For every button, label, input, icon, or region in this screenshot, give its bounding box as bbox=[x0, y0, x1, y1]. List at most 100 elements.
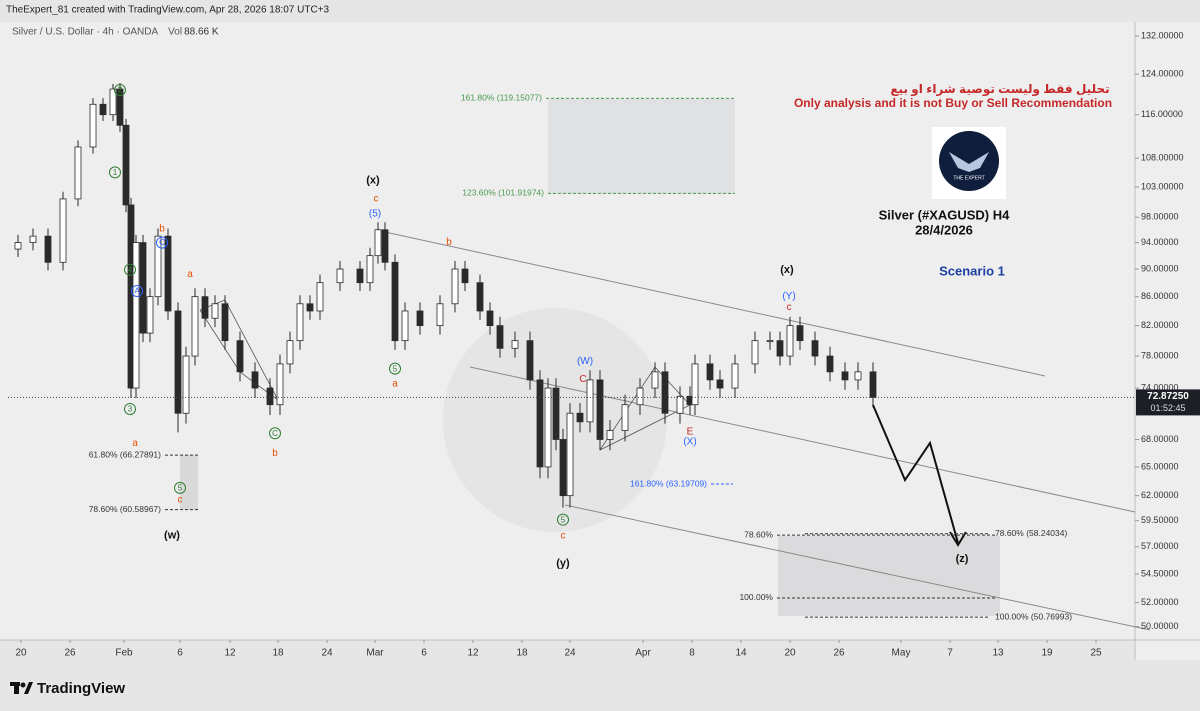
y-tick-label: 103.00000 bbox=[1141, 181, 1184, 191]
wave-label: b bbox=[272, 448, 278, 459]
x-tick-label: 8 bbox=[689, 648, 695, 659]
x-tick-label: 12 bbox=[467, 648, 479, 659]
projection-path bbox=[872, 404, 959, 544]
candle-body bbox=[296, 303, 304, 342]
x-tick-label: 18 bbox=[516, 648, 528, 659]
y-tick-label: 59.50000 bbox=[1141, 515, 1179, 525]
candle-body bbox=[182, 355, 190, 414]
candle-body bbox=[786, 325, 794, 357]
x-tick-label: 20 bbox=[784, 648, 796, 659]
candle-body bbox=[44, 235, 52, 263]
candle-body bbox=[401, 310, 409, 342]
x-tick-label: 12 bbox=[224, 648, 236, 659]
candle-body bbox=[174, 310, 182, 414]
candle-body bbox=[841, 371, 849, 381]
y-tick-label: 90.00000 bbox=[1141, 263, 1179, 273]
candle-body bbox=[139, 242, 147, 334]
candle-body bbox=[286, 340, 294, 365]
logo-eagle bbox=[949, 152, 989, 172]
brand-icon bbox=[20, 682, 26, 688]
candle-body bbox=[276, 363, 284, 406]
x-tick-label: Apr bbox=[635, 648, 651, 659]
target-zone bbox=[180, 455, 198, 510]
candle-body bbox=[154, 235, 162, 298]
channel-line bbox=[469, 366, 1136, 513]
y-tick-label: 54.50000 bbox=[1141, 568, 1179, 578]
candle-body bbox=[559, 439, 567, 497]
candle-body bbox=[776, 340, 784, 357]
wave-label: c bbox=[561, 530, 566, 541]
y-tick-label: 132.00000 bbox=[1141, 30, 1184, 40]
y-tick-label: 65.00000 bbox=[1141, 461, 1179, 471]
volume-value: 88.66 K bbox=[184, 27, 219, 38]
candle-body bbox=[366, 255, 374, 284]
logo-emblem bbox=[939, 131, 999, 191]
wave-label: a bbox=[187, 269, 193, 280]
candle-body bbox=[316, 282, 324, 312]
candle-body bbox=[99, 103, 107, 116]
volume-label: Vol bbox=[168, 27, 182, 38]
y-tick-label: 82.00000 bbox=[1141, 320, 1179, 330]
countdown: 01:52:45 bbox=[1150, 403, 1185, 413]
candle-body bbox=[576, 412, 584, 423]
candle-body bbox=[476, 282, 484, 312]
channel-line bbox=[384, 231, 1046, 377]
y-tick-label: 57.00000 bbox=[1141, 541, 1179, 551]
wave-circle bbox=[114, 84, 126, 97]
candle-body bbox=[461, 268, 469, 284]
candle-body bbox=[29, 235, 37, 243]
candle-body bbox=[751, 340, 759, 365]
candle-body bbox=[59, 198, 67, 263]
candle-body bbox=[436, 303, 444, 327]
fib-label: 61.80% (66.27891) bbox=[89, 449, 161, 459]
candle-body bbox=[132, 242, 140, 389]
x-tick-label: 20 bbox=[15, 648, 27, 659]
fib-label: 78.60% (60.58967) bbox=[89, 504, 161, 514]
candle-body bbox=[716, 379, 724, 389]
candle-body bbox=[236, 340, 244, 373]
wave-circle bbox=[131, 285, 143, 298]
subtitle: 28/4/2026 bbox=[915, 222, 973, 237]
target-zone bbox=[548, 99, 735, 194]
candle-body bbox=[416, 310, 424, 327]
wave-label: C bbox=[272, 429, 278, 438]
fib-label: 100.00% (50.76993) bbox=[995, 611, 1072, 621]
candle-body bbox=[676, 395, 684, 414]
wave-circle bbox=[557, 513, 569, 526]
fib-label: 78.60% (58.24034) bbox=[995, 528, 1067, 538]
wave-circle bbox=[156, 236, 168, 249]
credit: TheExpert_81 created with TradingView.co… bbox=[6, 5, 330, 16]
y-tick-label: 86.00000 bbox=[1141, 291, 1179, 301]
fib-label: 123.60% (101.91974) bbox=[462, 188, 544, 198]
candle-body bbox=[606, 430, 614, 440]
candle-body bbox=[221, 303, 229, 342]
disclaimer: Only analysis and it is not Buy or Sell … bbox=[794, 96, 1112, 110]
candle-body bbox=[74, 146, 82, 200]
y-tick-label: 62.00000 bbox=[1141, 490, 1179, 500]
candle-body bbox=[869, 371, 877, 398]
fib-label: 161.80% (119.15077) bbox=[461, 93, 542, 103]
candle-body bbox=[526, 340, 534, 381]
wave-label: (w) bbox=[164, 530, 180, 542]
candle-body bbox=[811, 340, 819, 357]
wave-label: (y) bbox=[556, 557, 570, 569]
fib-label: 161.80% (63.19709) bbox=[630, 478, 707, 488]
y-tick-label: 108.00000 bbox=[1141, 153, 1184, 163]
candle-body bbox=[14, 242, 22, 250]
y-tick-label: 124.00000 bbox=[1141, 69, 1184, 79]
wave-label: (5) bbox=[369, 209, 381, 220]
wave-label: (x) bbox=[780, 264, 794, 276]
candle-body bbox=[164, 235, 172, 312]
wave-label: C bbox=[159, 238, 165, 247]
candle-body bbox=[651, 371, 659, 389]
wave-label: b bbox=[159, 224, 165, 235]
wave-label: c bbox=[787, 302, 792, 313]
logo-text: THE EXPERT bbox=[953, 175, 984, 181]
x-tick-label: Mar bbox=[366, 648, 384, 659]
y-tick-label: 78.00000 bbox=[1141, 350, 1179, 360]
candle-body bbox=[306, 303, 314, 312]
wave-label: b bbox=[446, 237, 452, 248]
channel-line bbox=[564, 504, 1151, 631]
wave-label: (x) bbox=[366, 174, 380, 186]
candle-body bbox=[586, 379, 594, 423]
